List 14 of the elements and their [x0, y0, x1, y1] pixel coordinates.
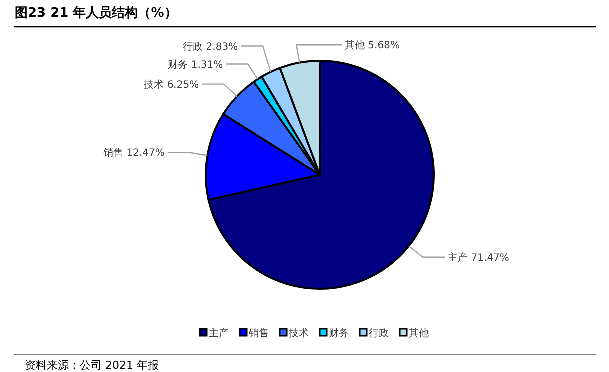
- category-label: 技术 6.25%: [144, 80, 200, 91]
- legend-label: 技术: [288, 328, 309, 340]
- legend-label: 财务: [329, 328, 349, 340]
- category-label: 销售 12.47%: [104, 148, 165, 160]
- legend-label: 主产: [209, 328, 229, 340]
- category-label: 其他 5.68%: [345, 40, 400, 52]
- legend-label: 其他: [409, 328, 429, 340]
- category-label: 主产 71.47%: [448, 252, 510, 264]
- category-label: 财务 1.31%: [168, 60, 224, 71]
- legend-label: 销售: [248, 328, 269, 340]
- legend-label: 行政: [369, 328, 389, 340]
- text: 资料来源：公司 2021 年报: [25, 359, 159, 372]
- chart-title: 图23 21 年人员结构（%）: [15, 6, 178, 21]
- category-label: 行政 2.83%: [183, 42, 238, 53]
